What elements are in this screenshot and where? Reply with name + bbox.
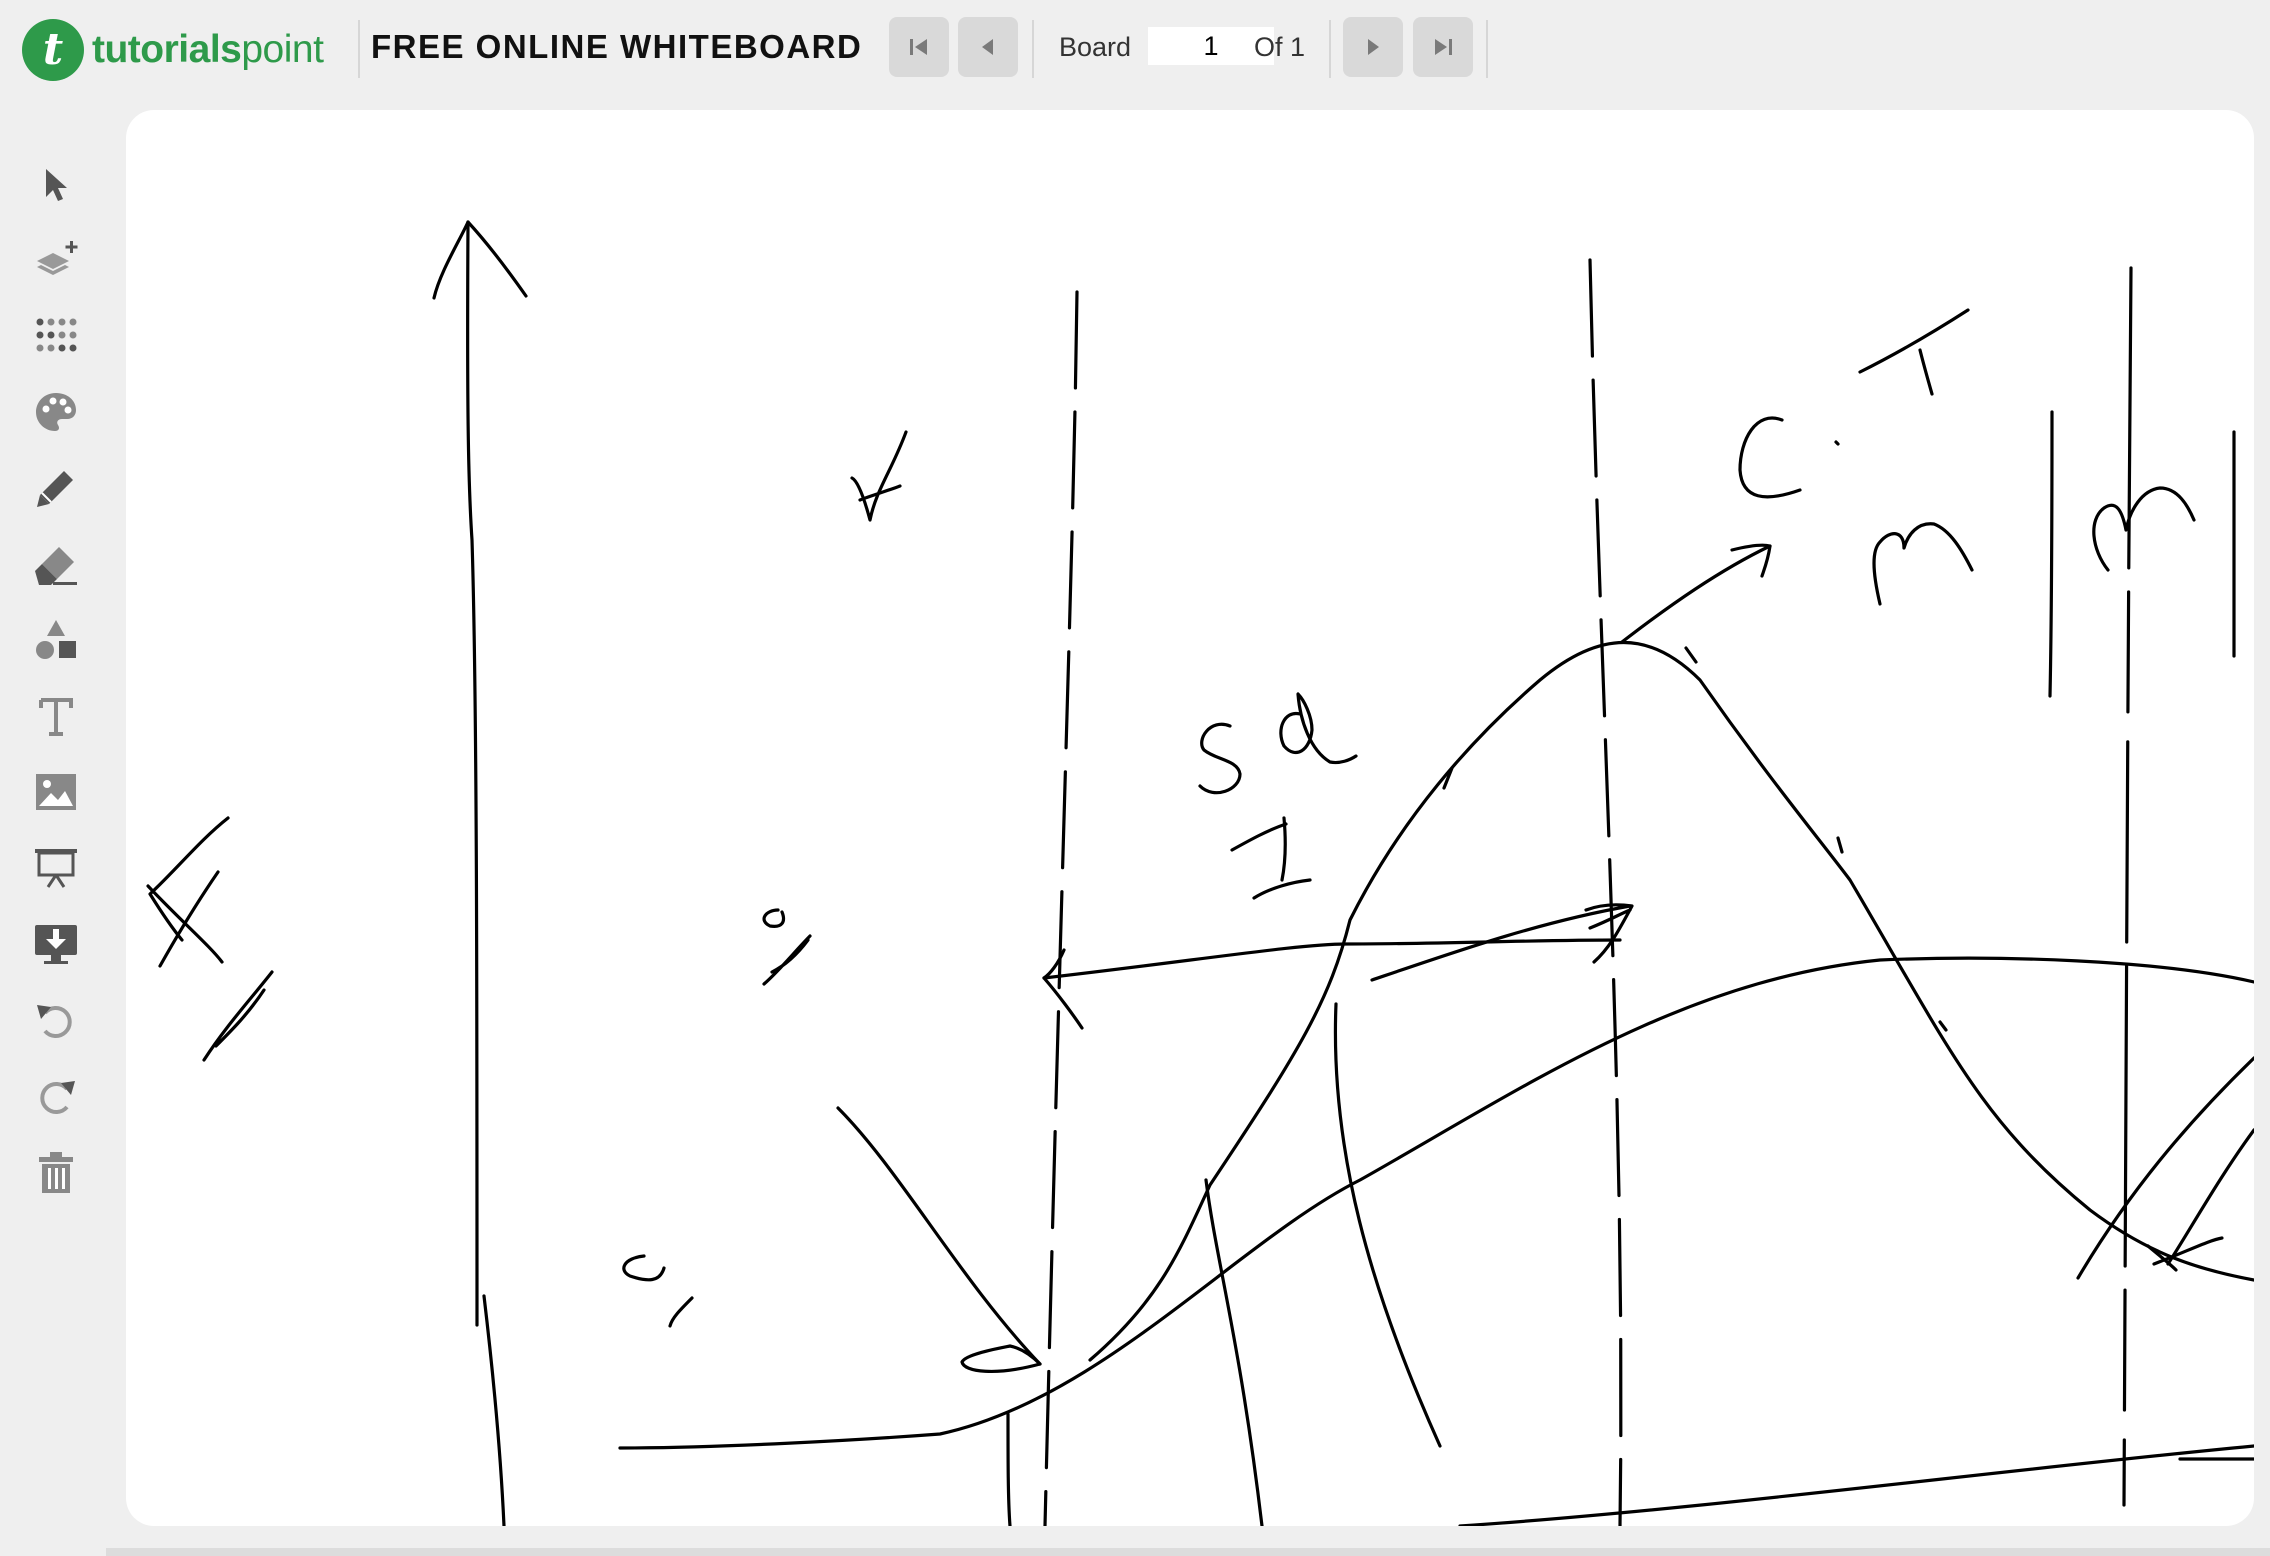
previous-page-icon	[982, 39, 993, 55]
eraser-icon	[35, 547, 77, 585]
small-mark	[622, 1254, 694, 1328]
cross-mark	[158, 870, 220, 968]
right-mark	[2146, 1236, 2224, 1272]
image-tool-button[interactable]	[32, 768, 80, 816]
i-symbol	[1230, 816, 1312, 900]
image-icon	[36, 774, 76, 810]
axis-stroke	[466, 220, 479, 1327]
trash-icon	[39, 1152, 73, 1193]
shapes-icon	[36, 620, 76, 659]
whiteboard-canvas[interactable]	[126, 110, 2254, 1526]
axis-stroke-lower	[482, 1294, 506, 1526]
undo-icon	[37, 1005, 72, 1038]
eraser-tool-button[interactable]	[32, 540, 80, 588]
double-arrow-line	[1042, 938, 1622, 980]
add-layer-button[interactable]	[32, 236, 80, 284]
divider	[1329, 20, 1331, 78]
presentation-button[interactable]	[32, 844, 80, 892]
curve-down-2	[1333, 1002, 1442, 1448]
page-number-input[interactable]	[1148, 27, 1274, 65]
arrowhead-left	[1042, 948, 1084, 1030]
vertical-bar	[2048, 410, 2054, 698]
download-button[interactable]	[32, 920, 80, 968]
right-line	[2166, 1128, 2254, 1266]
previous-page-button[interactable]	[958, 17, 1018, 77]
s-curve	[618, 956, 2254, 1450]
color-palette-button[interactable]	[32, 388, 80, 436]
bottom-line	[1458, 1444, 2254, 1526]
letter-m	[1872, 522, 1974, 606]
add-layer-icon	[37, 241, 78, 275]
color-palette-icon	[36, 393, 76, 431]
divider	[358, 20, 360, 78]
footer-strip	[106, 1548, 2270, 1556]
letter-c	[1738, 416, 1802, 499]
arrowhead-right	[1584, 903, 1634, 964]
page-total-label: Of 1	[1254, 32, 1306, 62]
text-tool-button[interactable]	[32, 692, 80, 740]
dashed-line	[1588, 258, 1623, 1526]
dot	[1834, 440, 1840, 446]
first-page-icon	[910, 39, 927, 55]
bell-tick	[1836, 836, 1844, 854]
logo-text-light: point	[241, 28, 324, 71]
pencil-icon	[37, 471, 73, 507]
cross-mark	[146, 816, 230, 964]
bell-tick	[1684, 646, 1698, 664]
freehand-drawing	[146, 220, 2254, 1526]
text-icon	[39, 698, 73, 736]
dot-grid-icon	[36, 318, 77, 352]
first-page-button[interactable]	[889, 17, 949, 77]
arrow-to-c	[1620, 544, 1772, 644]
arrow-stroke	[1370, 904, 1632, 982]
vertical-bar	[1006, 1412, 1012, 1526]
alpha-symbol	[850, 430, 908, 522]
shapes-tool-button[interactable]	[32, 616, 80, 664]
last-page-button[interactable]	[1413, 17, 1473, 77]
divider	[1486, 20, 1488, 78]
letter-d	[1279, 692, 1358, 765]
dot-grid-button[interactable]	[32, 312, 80, 360]
letter-t	[1858, 308, 1970, 396]
letter-m	[2092, 486, 2196, 572]
last-page-icon	[1435, 39, 1452, 55]
top-bar: t tutorialspoint FREE ONLINE WHITEBOARD …	[0, 0, 2270, 100]
dashed-line	[2122, 266, 2133, 1507]
select-tool-button[interactable]	[32, 160, 80, 208]
next-page-button[interactable]	[1343, 17, 1403, 77]
bell-curve	[1088, 641, 2254, 1362]
logo-text: tutorialspoint	[92, 28, 324, 72]
dashed-line	[1043, 290, 1079, 1526]
small-mark	[762, 908, 812, 986]
arrowhead	[960, 1344, 1042, 1373]
curve-down-1	[1204, 1178, 1264, 1526]
redo-icon	[40, 1081, 75, 1114]
clear-board-button[interactable]	[32, 1148, 80, 1196]
curve-arrow	[836, 1106, 1042, 1366]
bell-tick	[1442, 766, 1454, 790]
logo-text-bold: tutorials	[92, 28, 242, 71]
next-page-icon	[1368, 39, 1379, 55]
slash-mark	[202, 970, 274, 1062]
pencil-tool-button[interactable]	[32, 464, 80, 512]
presentation-icon	[35, 849, 77, 888]
letter-s	[1198, 722, 1242, 795]
tutorialspoint-logo[interactable]: t tutorialspoint	[22, 18, 324, 82]
undo-button[interactable]	[32, 996, 80, 1044]
right-line	[2076, 1056, 2254, 1280]
app-title: FREE ONLINE WHITEBOARD	[371, 28, 863, 65]
redo-button[interactable]	[32, 1072, 80, 1120]
arrowhead	[1730, 543, 1772, 578]
divider	[1032, 20, 1034, 78]
axis-arrowhead	[432, 220, 528, 300]
download-icon	[35, 925, 77, 964]
bell-tick	[1938, 1020, 1948, 1032]
board-label: Board	[1059, 32, 1132, 62]
select-pointer-icon	[46, 169, 67, 201]
logo-mark-icon: t	[22, 19, 84, 81]
